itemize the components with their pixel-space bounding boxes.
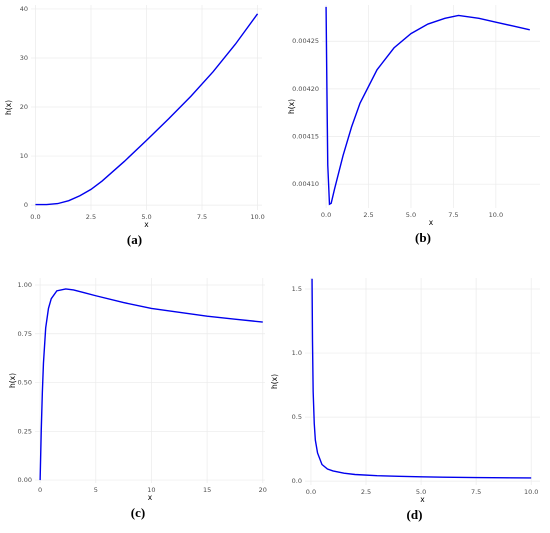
x-tick-label: 5.0 [416, 488, 426, 496]
y-tick-label: 0.50 [18, 379, 32, 387]
x-tick-label: 7.5 [471, 488, 481, 496]
y-tick-label: 0.00420 [292, 85, 319, 93]
x-tick-label: 7.5 [197, 213, 207, 221]
x-tick-label: 10.0 [489, 211, 503, 219]
x-axis-label: x [429, 218, 434, 227]
y-axis-label: h(x) [287, 99, 296, 114]
x-tick-label: 0 [38, 486, 42, 494]
y-tick-label: 0.0 [292, 477, 302, 485]
x-tick-label: 5.0 [141, 213, 151, 221]
x-tick-label: 0.0 [321, 211, 331, 219]
y-tick-label: 40 [20, 5, 28, 13]
y-axis-label: h(x) [8, 373, 17, 388]
x-tick-label: 2.5 [86, 213, 96, 221]
y-tick-label: 20 [20, 103, 28, 111]
y-tick-label: 0.00415 [292, 133, 319, 141]
curve [311, 278, 532, 479]
y-tick-label: 1.00 [18, 281, 32, 289]
y-tick-label: 1.5 [292, 285, 302, 293]
y-tick-label: 0 [24, 201, 28, 209]
x-axis-label: x [144, 220, 149, 229]
x-tick-label: 2.5 [361, 488, 371, 496]
y-tick-label: 0.5 [292, 413, 302, 421]
panel-caption: (d) [407, 507, 423, 522]
y-axis-label: h(x) [270, 374, 279, 389]
x-tick-label: 7.5 [448, 211, 458, 219]
x-tick-label: 5 [94, 486, 98, 494]
y-tick-label: 0.25 [18, 427, 32, 435]
curve [325, 6, 530, 206]
panel-caption: (c) [131, 505, 145, 520]
panel-caption: (a) [127, 232, 142, 247]
x-tick-label: 0.0 [306, 488, 316, 496]
y-tick-label: 0.75 [18, 330, 32, 338]
y-tick-label: 0.00425 [292, 37, 319, 45]
x-tick-label: 0.0 [30, 213, 40, 221]
x-tick-label: 10.0 [250, 213, 264, 221]
x-tick-label: 10.0 [524, 488, 538, 496]
curve [39, 288, 263, 481]
x-axis-label: x [420, 495, 425, 504]
y-tick-label: 30 [20, 54, 28, 62]
y-tick-label: 10 [20, 152, 28, 160]
x-tick-label: 20 [259, 486, 267, 494]
curve [35, 13, 259, 206]
y-tick-label: 1.0 [292, 349, 302, 357]
x-tick-label: 10 [147, 486, 155, 494]
x-tick-label: 2.5 [363, 211, 373, 219]
x-axis-label: x [148, 493, 153, 502]
panel-caption: (b) [415, 230, 431, 245]
y-tick-label: 0.00 [18, 476, 32, 484]
y-axis-label: h(x) [4, 100, 13, 115]
x-tick-label: 5.0 [406, 211, 416, 219]
y-tick-label: 0.00410 [292, 180, 319, 188]
x-tick-label: 15 [203, 486, 211, 494]
